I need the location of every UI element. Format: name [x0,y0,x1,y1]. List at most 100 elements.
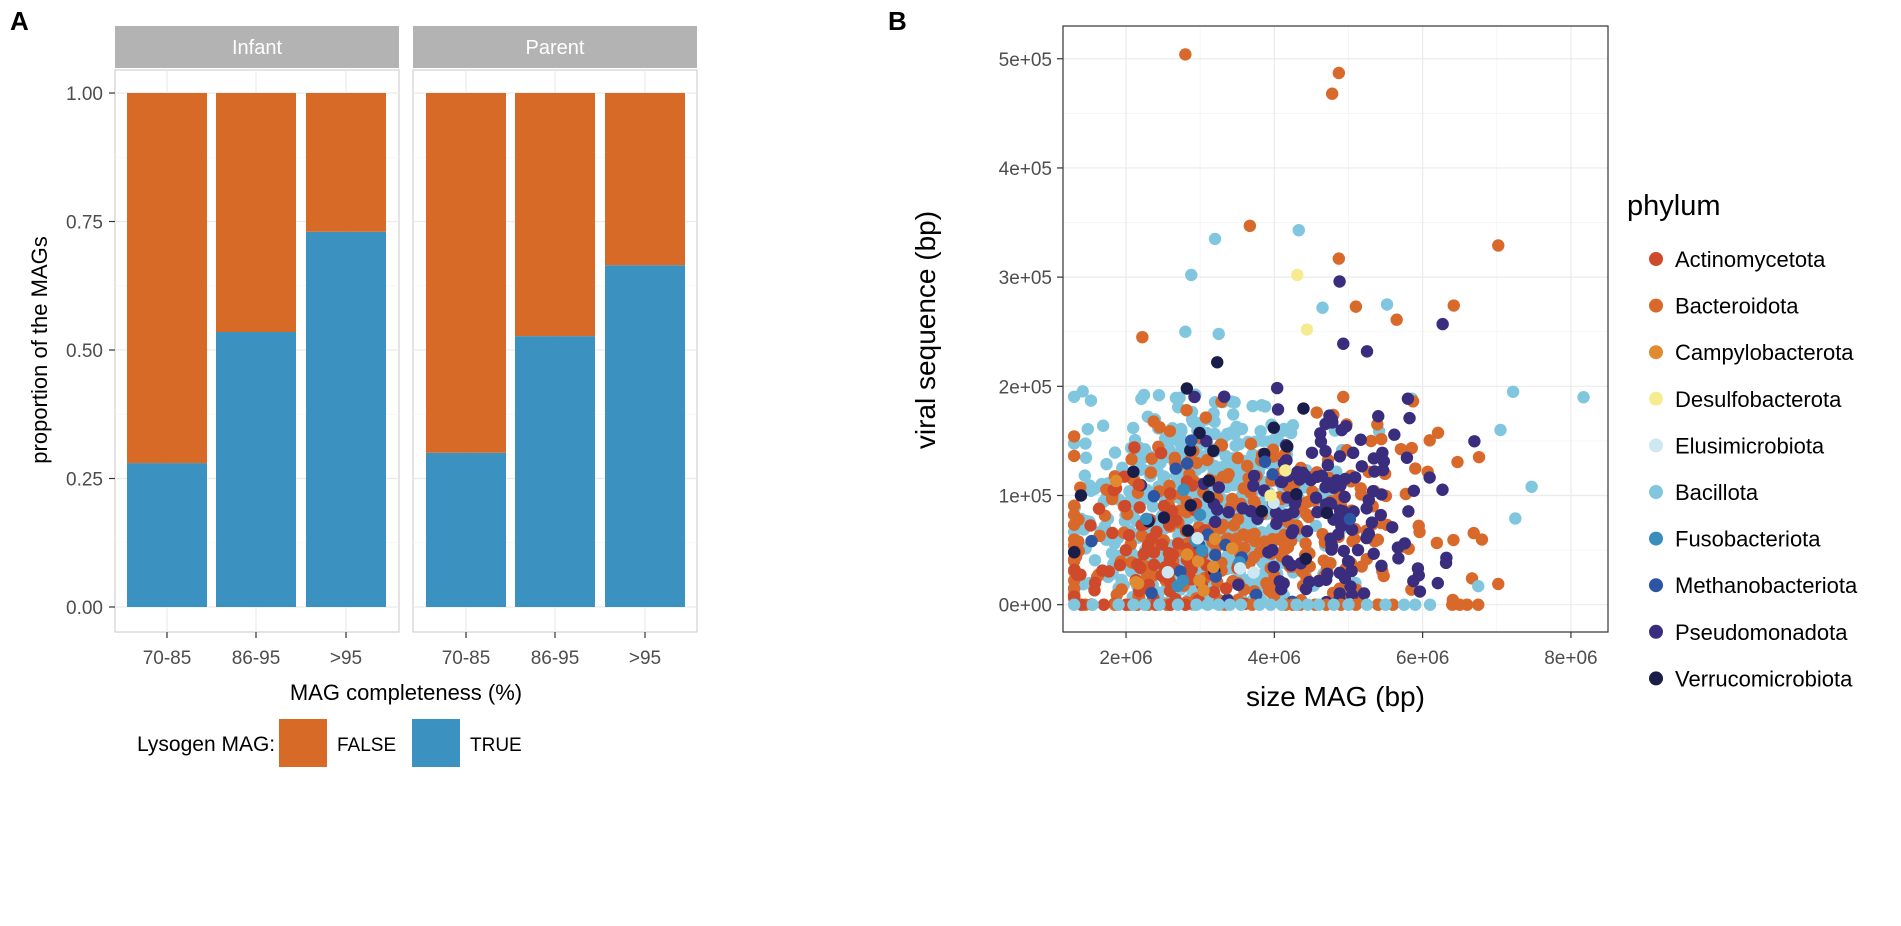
scatter-point [1127,465,1140,478]
scatter-point [1122,529,1136,542]
scatter-point [1208,532,1222,546]
scatter-point [1212,481,1226,494]
y-axis-title: proportion of the MAGs [27,236,52,463]
scatter-point [1346,446,1360,460]
scatter-point [1180,457,1194,470]
scatter-point [1169,462,1182,475]
scatter-point [1367,452,1381,465]
legend-marker-bacteroidota [1649,298,1663,313]
panel-b-label: B [888,6,907,36]
scatter-point [1070,568,1084,582]
scatter-point [1281,440,1294,453]
scatter-point [1128,441,1141,454]
bar-true-infant-2 [306,231,386,607]
scatter-point [1188,390,1201,404]
scatter-point-zero [1201,598,1214,611]
scatter-point [1314,435,1328,448]
scatter-point [1351,543,1365,557]
scatter-point [1207,560,1220,574]
scatter-point-zero [1423,598,1437,611]
scatter-point-outlier [1337,337,1350,350]
legend-marker-bacillota [1649,485,1663,499]
y-tick-label: 4e+05 [999,159,1052,180]
scatter-point [1241,459,1254,473]
scatter-point [1193,508,1207,522]
scatter-point-outlier [1332,252,1346,265]
scatter-point [1222,505,1235,519]
scatter-point [1132,478,1145,492]
scatter-point [1273,575,1287,588]
scatter-point [1108,446,1122,459]
legend-label-elusimicrobiota: Elusimicrobiota [1675,433,1825,458]
scatter-point [1231,513,1245,526]
bar-false-parent-1 [515,93,595,337]
y-tick-label: 5e+05 [999,50,1052,71]
scatter-point [1375,488,1388,501]
legend-label-desulfobacterota: Desulfobacterota [1675,387,1842,412]
scatter-point [1411,562,1425,575]
scatter-point [1191,554,1205,568]
legend-marker-desulfobacterota [1649,391,1663,406]
scatter-point [1083,481,1096,495]
x-tick-label: 86-95 [232,648,281,669]
bar-true-infant-1 [216,332,296,607]
scatter-point-zero [1190,598,1203,611]
scatter-point-zero [1223,598,1237,611]
scatter-point [1085,534,1098,548]
scatter-point [1202,474,1216,487]
scatter-point [1266,468,1279,481]
scatter-point [1247,566,1260,579]
scatter-point [1371,533,1385,546]
scatter-point [1237,482,1251,495]
scatter-point [1290,487,1303,501]
scatter-point [1311,505,1324,519]
x-axis-title: MAG completeness (%) [290,680,522,705]
scatter-point [1088,554,1102,567]
scatter-point [1146,500,1159,513]
scatter-point-zero [1067,598,1081,611]
scatter-point [1247,495,1261,508]
scatter-point [1193,426,1206,440]
legend-swatch-false [279,719,327,767]
plot-border [1062,25,1609,633]
scatter-point [1184,499,1197,512]
scatter-point [1297,402,1310,415]
scatter-point [1305,446,1319,459]
scatter-point-zero [1301,598,1314,611]
scatter-point [1163,424,1177,438]
scatter-point [1081,422,1094,436]
y-tick-label: 0.50 [66,341,103,362]
scatter-point [1092,502,1106,515]
scatter-point [1157,470,1170,483]
legend-marker-actinomycetota [1649,252,1663,266]
scatter-point [1407,484,1421,498]
scatter-point [1237,528,1250,541]
scatter-point [1337,390,1350,404]
scatter-point [1220,469,1234,482]
scatter-point-outlier [1332,66,1346,80]
scatter-point [1147,558,1161,572]
scatter-point [1354,482,1367,495]
scatter-point [1225,492,1239,506]
scatter-point [1211,503,1224,516]
scatter-point [1145,452,1158,465]
bar-false-parent-2 [605,93,685,266]
scatter-point-zero [1460,598,1474,611]
scatter-point-outlier [1390,313,1403,326]
scatter-point [1233,562,1247,575]
scatter-point [1386,521,1399,534]
scatter-point [1133,501,1146,514]
scatter-point [1330,474,1343,487]
scatter-point [1208,427,1221,441]
scatter-point [1106,526,1119,540]
legend-marker-verrucomicrobiota [1649,671,1663,686]
scatter-point-outlier [1316,301,1329,314]
scatter-point [1232,578,1245,591]
scatter-point [1436,483,1449,496]
scatter-point [1197,584,1210,597]
scatter-point-outlier [1180,382,1194,395]
legend-title: Lysogen MAG: [137,733,275,756]
scatter-point [1271,403,1285,416]
legend-swatch-true [412,719,460,767]
x-tick-label: 70-85 [143,648,192,669]
